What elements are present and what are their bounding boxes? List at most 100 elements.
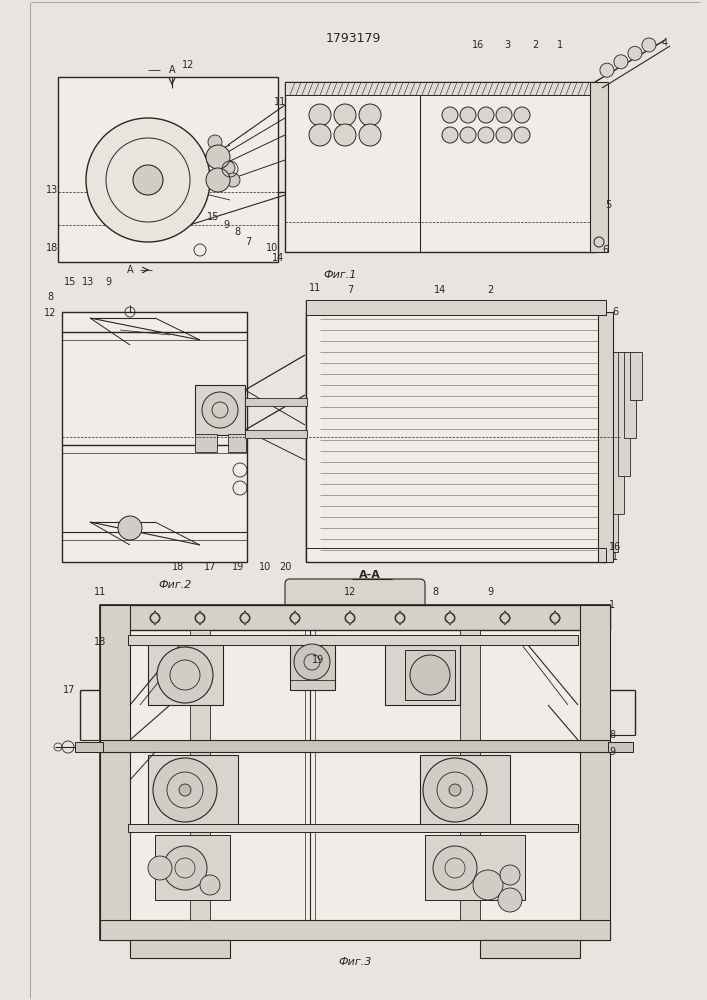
Text: А-А: А-А bbox=[359, 570, 381, 580]
Circle shape bbox=[163, 846, 207, 890]
Text: 18: 18 bbox=[94, 637, 106, 647]
Text: 3: 3 bbox=[504, 40, 510, 50]
Circle shape bbox=[449, 784, 461, 796]
Circle shape bbox=[359, 104, 381, 126]
Text: 6: 6 bbox=[602, 245, 608, 255]
Circle shape bbox=[442, 107, 458, 123]
Text: 11: 11 bbox=[94, 587, 106, 597]
Bar bbox=[228, 434, 246, 452]
Text: 7: 7 bbox=[347, 285, 353, 295]
Bar bbox=[245, 398, 307, 406]
Bar bbox=[245, 430, 307, 438]
Circle shape bbox=[202, 392, 238, 428]
Bar bbox=[630, 352, 642, 400]
Text: 11: 11 bbox=[274, 97, 286, 107]
Circle shape bbox=[514, 127, 530, 143]
Text: 16: 16 bbox=[472, 40, 484, 50]
Circle shape bbox=[359, 124, 381, 146]
Circle shape bbox=[215, 148, 229, 162]
Circle shape bbox=[200, 875, 220, 895]
Bar bbox=[148, 645, 223, 705]
Text: 11: 11 bbox=[309, 283, 321, 293]
Bar bbox=[290, 635, 335, 690]
Text: 15: 15 bbox=[64, 277, 76, 287]
Text: 13: 13 bbox=[46, 185, 58, 195]
Text: 9: 9 bbox=[609, 747, 615, 757]
Text: 8: 8 bbox=[47, 292, 53, 302]
Bar bbox=[425, 835, 525, 900]
Text: 18: 18 bbox=[172, 562, 184, 572]
Circle shape bbox=[226, 173, 240, 187]
Text: 20: 20 bbox=[279, 562, 291, 572]
FancyBboxPatch shape bbox=[285, 579, 425, 617]
Circle shape bbox=[179, 784, 191, 796]
Bar bbox=[306, 300, 606, 315]
Text: 12: 12 bbox=[182, 60, 194, 70]
Circle shape bbox=[294, 644, 330, 680]
Bar bbox=[130, 940, 230, 958]
Circle shape bbox=[628, 46, 642, 60]
Bar bbox=[385, 645, 460, 705]
Bar bbox=[75, 742, 103, 752]
Text: 2: 2 bbox=[532, 40, 538, 50]
Bar bbox=[480, 940, 580, 958]
Circle shape bbox=[148, 856, 172, 880]
Text: 8: 8 bbox=[432, 587, 438, 597]
Circle shape bbox=[514, 107, 530, 123]
Text: 10: 10 bbox=[266, 243, 278, 253]
Bar bbox=[100, 605, 130, 940]
Text: 12: 12 bbox=[344, 587, 356, 597]
Bar bbox=[306, 548, 606, 562]
Bar bbox=[128, 635, 578, 645]
Text: 13: 13 bbox=[82, 277, 94, 287]
Bar bbox=[80, 742, 102, 750]
Circle shape bbox=[309, 104, 331, 126]
Circle shape bbox=[498, 888, 522, 912]
Bar bbox=[460, 630, 480, 920]
Text: 15: 15 bbox=[207, 212, 219, 222]
Text: 16: 16 bbox=[609, 542, 621, 552]
Circle shape bbox=[496, 107, 512, 123]
Circle shape bbox=[478, 107, 494, 123]
Text: Фиг.2: Фиг.2 bbox=[158, 580, 192, 590]
Bar bbox=[624, 352, 636, 438]
Circle shape bbox=[208, 135, 222, 149]
Text: 14: 14 bbox=[272, 253, 284, 263]
Circle shape bbox=[460, 107, 476, 123]
Text: 1: 1 bbox=[612, 552, 618, 562]
Text: 8: 8 bbox=[234, 227, 240, 237]
Bar bbox=[195, 434, 217, 452]
Circle shape bbox=[206, 145, 230, 169]
Bar bbox=[100, 920, 610, 940]
Text: 9: 9 bbox=[487, 587, 493, 597]
Bar bbox=[285, 82, 595, 252]
Bar bbox=[420, 755, 510, 830]
Circle shape bbox=[334, 104, 356, 126]
Text: 12: 12 bbox=[44, 308, 56, 318]
Circle shape bbox=[614, 55, 628, 69]
Bar bbox=[128, 824, 578, 832]
Bar bbox=[62, 312, 247, 562]
Circle shape bbox=[153, 758, 217, 822]
Text: Фиг.3: Фиг.3 bbox=[339, 957, 372, 967]
Bar bbox=[608, 742, 630, 750]
Circle shape bbox=[478, 127, 494, 143]
Text: 19: 19 bbox=[312, 655, 324, 665]
Circle shape bbox=[496, 127, 512, 143]
Bar bbox=[195, 385, 245, 435]
Text: 17: 17 bbox=[63, 685, 75, 695]
Circle shape bbox=[206, 168, 230, 192]
Circle shape bbox=[410, 655, 450, 695]
Bar bbox=[598, 312, 613, 562]
Bar bbox=[612, 352, 624, 514]
Bar bbox=[190, 630, 210, 920]
Circle shape bbox=[500, 865, 520, 885]
Bar bbox=[608, 742, 633, 752]
Text: 9: 9 bbox=[105, 277, 111, 287]
Text: А: А bbox=[127, 265, 134, 275]
Text: 8: 8 bbox=[609, 730, 615, 740]
Bar bbox=[100, 740, 610, 752]
Text: 10: 10 bbox=[259, 562, 271, 572]
Text: 9: 9 bbox=[223, 220, 229, 230]
Text: 2: 2 bbox=[487, 285, 493, 295]
